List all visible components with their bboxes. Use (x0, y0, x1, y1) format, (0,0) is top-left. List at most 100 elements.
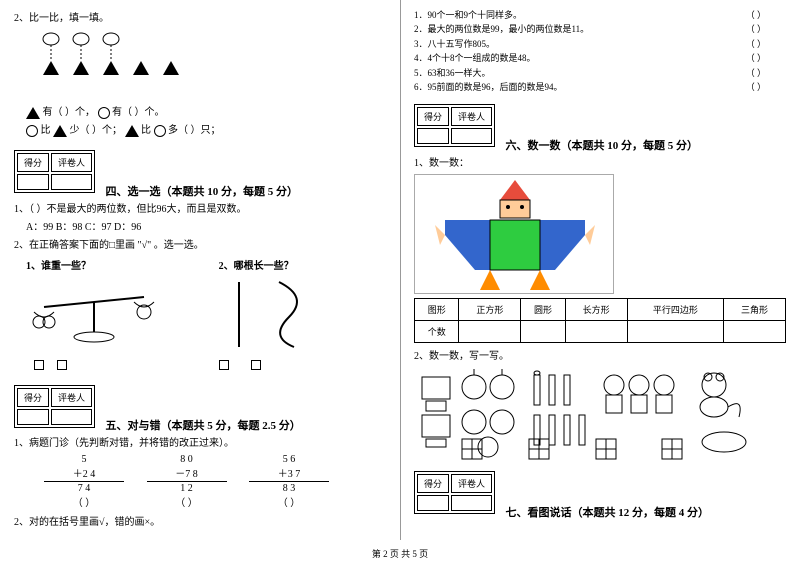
m2b: －7 8 (147, 465, 227, 480)
cell[interactable] (724, 321, 786, 343)
m1b: ＋2 4 (44, 465, 124, 480)
blank: （ ） (746, 51, 766, 65)
robot-svg (415, 175, 615, 295)
j5: 5．63和36一样大。 (414, 66, 491, 80)
judgment-list: 1．90个一和9个十同样多。 （ ） 2．最大的两位数是99，最小的两位数是11。… (414, 8, 786, 94)
m1a: 5 (44, 454, 124, 465)
checkbox-row-1 (14, 360, 219, 373)
m1p: （ ） (44, 494, 124, 509)
m1c: 7 4 (44, 483, 124, 494)
math-3: 5 6 ＋3 7 8 3 （ ） (249, 454, 329, 509)
j4: 4．4个十8个一组成的数是48。 (414, 51, 536, 65)
circle-icon (154, 125, 166, 137)
score-box: 得分 评卷人 (14, 150, 95, 193)
balance-block: 1、谁重一些？ (14, 256, 219, 373)
sec5-q2: 2、对的在括号里画√，错的画×。 (14, 515, 386, 530)
robot-figure (414, 174, 614, 294)
th-para: 平行四边形 (627, 299, 724, 321)
sub2-title: 2、哪根长一些？ (219, 259, 386, 274)
sec5-title: 五、对与错（本题共 5 分，每题 2.5 分） (106, 417, 301, 433)
shape-count-table: 图形 正方形 圆形 长方形 平行四边形 三角形 个数 (414, 298, 786, 343)
m3b: ＋3 7 (249, 465, 329, 480)
sec6-q2: 2、数一数，写一写。 (414, 349, 786, 364)
sec4-title: 四、选一选（本题共 10 分，每题 5 分） (106, 183, 299, 199)
m3c: 8 3 (249, 483, 329, 494)
j3: 3．八十五写作805。 (414, 37, 495, 51)
checkbox-row-2 (219, 360, 386, 373)
balance-svg (14, 277, 174, 357)
score-label: 得分 (17, 388, 49, 407)
j6: 6．95前面的数是96，后面的数是94。 (414, 80, 563, 94)
sec6-title: 六、数一数（本题共 10 分，每题 5 分） (506, 137, 699, 153)
score-label: 得分 (417, 107, 449, 126)
grader-label: 评卷人 (451, 474, 492, 493)
cell[interactable] (459, 321, 521, 343)
m3p: （ ） (249, 494, 329, 509)
cell[interactable] (565, 321, 627, 343)
fill-line-2: 比 少（ ）个； 比 多（ ）只； (26, 123, 386, 138)
checkbox[interactable] (34, 360, 44, 370)
circle-icon (26, 125, 38, 137)
th-square: 正方形 (459, 299, 521, 321)
section-5-header: 得分 评卷人 五、对与错（本题共 5 分，每题 2.5 分） (14, 385, 386, 434)
math-problems: 5 ＋2 4 7 4 （ ） 8 0 －7 8 1 2 （ ） 5 6 ＋3 7… (14, 454, 386, 509)
sec4-q2: 2、在正确答案下面的□里画 "√" 。选一选。 (14, 238, 386, 253)
section-7-header: 得分 评卷人 七、看图说话（本题共 12 分，每题 4 分） (414, 471, 786, 520)
circles-triangles-svg (26, 29, 186, 99)
math-2: 8 0 －7 8 1 2 （ ） (147, 454, 227, 509)
fill-text-1b: 有（ ）个。 (112, 107, 165, 118)
checkbox[interactable] (251, 360, 261, 370)
counting-objects-svg (414, 367, 754, 462)
th-circle: 圆形 (521, 299, 565, 321)
m3a: 5 6 (249, 454, 329, 465)
sec5-q1: 1、病题门诊（先判断对错，并将错的改正过来）。 (14, 436, 386, 451)
sec7-title: 七、看图说话（本题共 12 分，每题 4 分） (506, 504, 710, 520)
section-6-header: 得分 评卷人 六、数一数（本题共 10 分，每题 5 分） (414, 104, 786, 153)
sec4-opts: A：99 B：98 C：97 D：96 (14, 220, 386, 235)
grader-label: 评卷人 (451, 107, 492, 126)
fill-text-1: 有（ ）个， (43, 107, 96, 118)
m2p: （ ） (147, 494, 227, 509)
sec4-q1: 1、（ ）不是最大的两位数，但比96大，而且是双数。 (14, 202, 386, 217)
blank: （ ） (746, 37, 766, 51)
th-shape: 图形 (415, 299, 459, 321)
right-column: 1．90个一和9个十同样多。 （ ） 2．最大的两位数是99，最小的两位数是11。… (400, 0, 800, 540)
blank: （ ） (746, 8, 766, 22)
checkbox[interactable] (219, 360, 229, 370)
select-row: 1、谁重一些？ 2、哪根长一些？ (14, 256, 386, 373)
page-footer: 第 2 页 共 5 页 (0, 547, 800, 560)
score-box: 得分 评卷人 (14, 385, 95, 428)
th-tri: 三角形 (724, 299, 786, 321)
lines-svg (219, 277, 339, 357)
m2a: 8 0 (147, 454, 227, 465)
circle-icon (98, 107, 110, 119)
line-block: 2、哪根长一些？ (219, 256, 386, 373)
section-4-header: 得分 评卷人 四、选一选（本题共 10 分，每题 5 分） (14, 150, 386, 199)
blank: （ ） (746, 66, 766, 80)
t4: 多（ ）只； (168, 125, 221, 136)
sec6-q1: 1、数一数： (414, 156, 786, 171)
worksheet-page: 2、比一比，填一填。 有（ ）个， 有（ ）个。 (0, 0, 800, 540)
cell[interactable] (521, 321, 565, 343)
score-box: 得分 评卷人 (414, 104, 495, 147)
left-column: 2、比一比，填一填。 有（ ）个， 有（ ）个。 (0, 0, 400, 540)
row-label: 个数 (415, 321, 459, 343)
t1: 比 (41, 125, 51, 136)
compare-header: 2、比一比，填一填。 (14, 11, 386, 26)
t2: 少（ ）个； (70, 125, 123, 136)
m2c: 1 2 (147, 483, 227, 494)
j2: 2．最大的两位数是99，最小的两位数是11。 (414, 22, 589, 36)
shapes-diagram: 有（ ）个， 有（ ）个。 比 少（ ）个； 比 多（ ）只； (14, 29, 386, 138)
fill-line-1: 有（ ）个， 有（ ）个。 (26, 105, 386, 120)
blank: （ ） (746, 80, 766, 94)
blank: （ ） (746, 22, 766, 36)
grader-label: 评卷人 (51, 388, 92, 407)
th-rect: 长方形 (565, 299, 627, 321)
grader-label: 评卷人 (51, 153, 92, 172)
checkbox[interactable] (57, 360, 67, 370)
score-label: 得分 (417, 474, 449, 493)
t3: 比 (141, 125, 151, 136)
j1: 1．90个一和9个十同样多。 (414, 8, 522, 22)
sub1-title: 1、谁重一些？ (14, 259, 219, 274)
cell[interactable] (627, 321, 724, 343)
